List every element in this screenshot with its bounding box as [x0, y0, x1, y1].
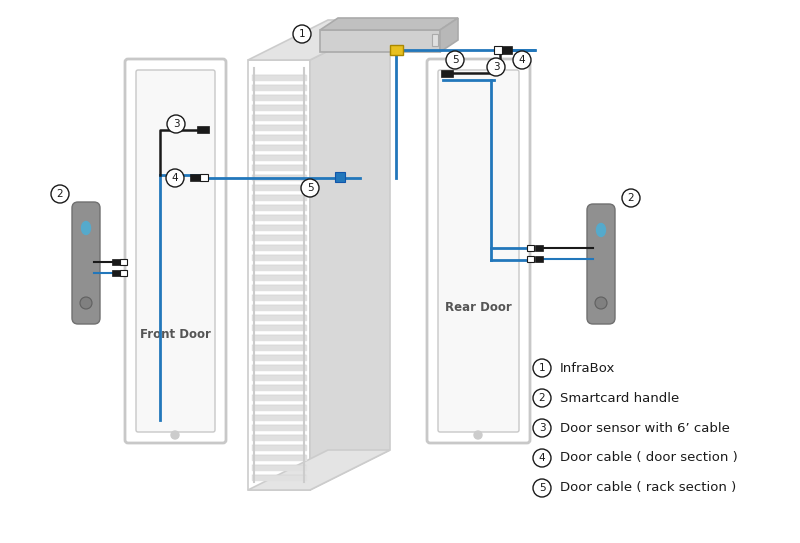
Bar — [197, 126, 209, 133]
Text: 5: 5 — [538, 483, 546, 493]
Bar — [432, 34, 438, 46]
Bar — [112, 270, 120, 276]
Text: 1: 1 — [298, 29, 306, 39]
Circle shape — [171, 431, 179, 439]
Circle shape — [80, 297, 92, 309]
Bar — [112, 259, 120, 265]
Circle shape — [533, 419, 551, 437]
Text: Front Door: Front Door — [139, 327, 210, 340]
Bar — [527, 256, 534, 262]
Text: 3: 3 — [493, 62, 499, 72]
FancyBboxPatch shape — [427, 59, 530, 443]
Text: 2: 2 — [538, 393, 546, 403]
Text: Door cable ( rack section ): Door cable ( rack section ) — [560, 482, 736, 495]
Polygon shape — [320, 18, 458, 30]
Text: 4: 4 — [172, 173, 178, 183]
FancyBboxPatch shape — [587, 204, 615, 324]
Polygon shape — [440, 18, 458, 52]
Circle shape — [167, 115, 185, 133]
Bar — [502, 46, 512, 54]
Circle shape — [533, 359, 551, 377]
Bar — [535, 245, 543, 251]
Text: Door cable ( door section ): Door cable ( door section ) — [560, 451, 738, 464]
Bar — [441, 70, 453, 77]
Text: 4: 4 — [518, 55, 526, 65]
Circle shape — [533, 479, 551, 497]
Bar — [335, 172, 345, 182]
Text: 1: 1 — [538, 363, 546, 373]
Text: Door sensor with 6’ cable: Door sensor with 6’ cable — [560, 421, 730, 434]
Circle shape — [533, 449, 551, 467]
Polygon shape — [248, 450, 390, 490]
Text: 3: 3 — [538, 423, 546, 433]
Text: 5: 5 — [452, 55, 458, 65]
Text: 3: 3 — [173, 119, 179, 129]
Text: 2: 2 — [628, 193, 634, 203]
Bar — [248, 60, 310, 490]
Circle shape — [513, 51, 531, 69]
FancyBboxPatch shape — [72, 202, 100, 324]
Bar — [120, 270, 127, 276]
Text: 2: 2 — [57, 189, 63, 199]
Bar — [527, 245, 534, 251]
Circle shape — [301, 179, 319, 197]
Bar — [535, 256, 543, 262]
Circle shape — [595, 297, 607, 309]
Polygon shape — [310, 20, 390, 490]
Bar — [120, 259, 127, 265]
Bar — [494, 46, 502, 54]
Circle shape — [166, 169, 184, 187]
FancyBboxPatch shape — [136, 70, 215, 432]
Circle shape — [474, 431, 482, 439]
Circle shape — [622, 189, 640, 207]
Circle shape — [446, 51, 464, 69]
Bar — [320, 30, 440, 52]
Bar — [200, 174, 208, 181]
Text: Rear Door: Rear Door — [445, 301, 511, 314]
Text: InfraBox: InfraBox — [560, 362, 615, 375]
Text: 5: 5 — [306, 183, 314, 193]
Polygon shape — [248, 20, 390, 60]
Ellipse shape — [597, 224, 606, 237]
Circle shape — [487, 58, 505, 76]
Circle shape — [293, 25, 311, 43]
Ellipse shape — [82, 222, 90, 235]
FancyBboxPatch shape — [125, 59, 226, 443]
Bar — [190, 174, 200, 181]
Text: 4: 4 — [538, 453, 546, 463]
Bar — [390, 45, 403, 55]
Circle shape — [51, 185, 69, 203]
Circle shape — [533, 389, 551, 407]
FancyBboxPatch shape — [438, 70, 519, 432]
Text: Smartcard handle: Smartcard handle — [560, 392, 679, 405]
